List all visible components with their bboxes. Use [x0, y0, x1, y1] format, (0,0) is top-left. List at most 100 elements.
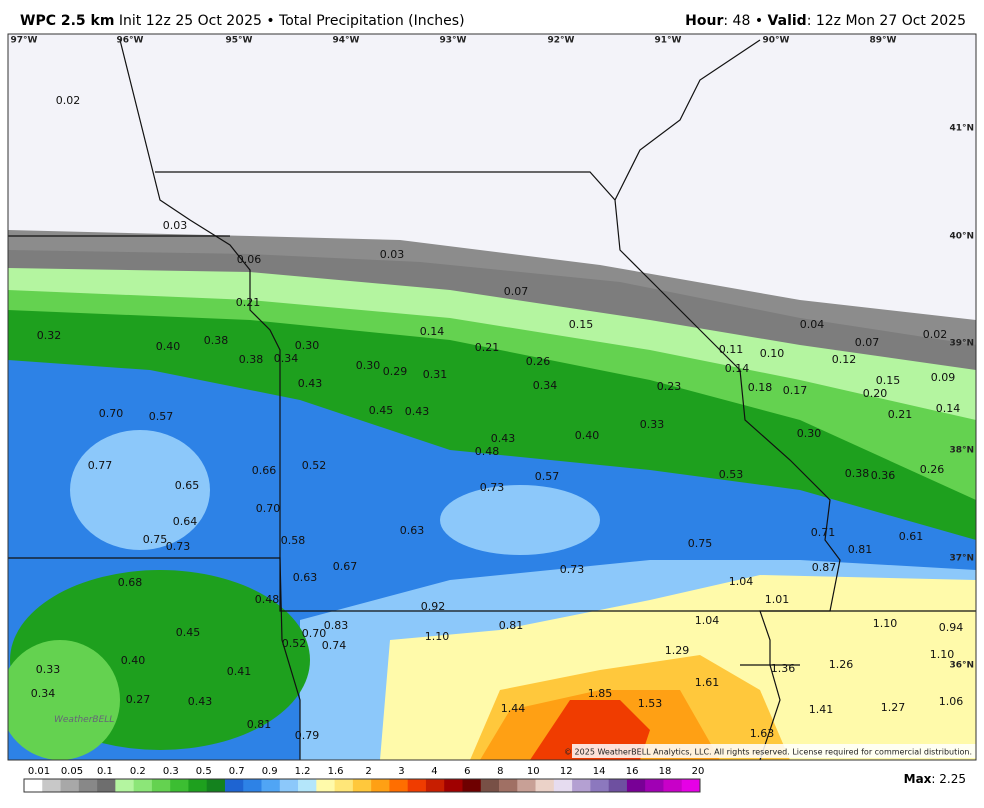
- colorbar-swatch: [407, 779, 427, 792]
- copyright: © 2025 WeatherBELL Analytics, LLC. All r…: [564, 748, 972, 757]
- colorbar-tick: 6: [464, 766, 470, 777]
- precip-value: 0.04: [800, 318, 825, 331]
- colorbar-swatch: [425, 779, 445, 792]
- precip-value: 0.10: [760, 347, 785, 360]
- precip-value: 0.87: [812, 561, 837, 574]
- hour-label: Hour: [685, 13, 724, 29]
- longitude-label: 96°W: [117, 36, 144, 46]
- precip-value: 0.02: [56, 94, 81, 107]
- precip-value: 0.14: [936, 402, 961, 415]
- colorbar-swatch: [645, 779, 664, 792]
- colorbar-tick: 16: [626, 766, 639, 777]
- colorbar-swatch: [42, 779, 61, 792]
- precip-value: 1.06: [939, 695, 964, 708]
- precip-value: 1.36: [771, 662, 796, 675]
- colorbar-swatch: [626, 779, 646, 792]
- precip-value: 0.26: [920, 463, 945, 476]
- precip-value: 1.53: [638, 697, 663, 710]
- precip-value: 0.73: [480, 481, 505, 494]
- max-label: Max: [903, 772, 932, 786]
- colorbar-swatch: [371, 779, 390, 792]
- precip-value: 0.17: [783, 384, 808, 397]
- precip-value: 0.71: [811, 526, 836, 539]
- precip-value: 0.81: [499, 619, 524, 632]
- precip-value: 0.73: [166, 540, 191, 553]
- precip-value: 0.43: [491, 432, 516, 445]
- precip-value: 0.68: [118, 576, 143, 589]
- precip-value: 0.32: [37, 329, 62, 342]
- precip-value: 0.34: [533, 379, 558, 392]
- colorbar-swatch: [133, 779, 153, 792]
- precip-value: 0.26: [526, 355, 551, 368]
- colorbar-swatch: [316, 779, 335, 792]
- latitude-label: 39°N: [949, 339, 974, 349]
- longitude-label: 97°W: [11, 36, 38, 46]
- colorbar-tick: 0.2: [130, 766, 146, 777]
- header-left: WPC 2.5 km Init 12z 25 Oct 2025 • Total …: [20, 13, 465, 29]
- precip-value: 0.34: [31, 687, 56, 700]
- colorbar-tick: 18: [659, 766, 672, 777]
- precip-value: 0.73: [560, 563, 585, 576]
- colorbar-swatch: [444, 779, 463, 792]
- precip-value: 0.63: [293, 571, 318, 584]
- watermark: WeatherBELL: [54, 715, 114, 725]
- precip-value: 0.09: [931, 371, 956, 384]
- longitude-label: 94°W: [333, 36, 360, 46]
- precip-value: 0.75: [688, 537, 713, 550]
- precip-value: 0.29: [383, 365, 408, 378]
- precip-value: 0.11: [719, 343, 744, 356]
- colorbar: 0.01 0.05 0.1 0.2 0.3 0.5 0.7 0.9 1.2 1.6 2 3 4 6 8 10 1…: [23, 766, 704, 793]
- colorbar-swatch: [681, 779, 701, 792]
- precip-value: 0.58: [281, 534, 306, 547]
- precip-value: 0.30: [295, 339, 320, 352]
- precip-value: 0.70: [302, 627, 327, 640]
- colorbar-swatch: [151, 779, 171, 792]
- colorbar-tick: 0.01: [28, 766, 50, 777]
- colorbar-tick: 3: [398, 766, 404, 777]
- precip-value: 0.66: [252, 464, 277, 477]
- precip-value: 0.20: [863, 387, 888, 400]
- precip-value: 0.52: [282, 637, 307, 650]
- precip-value: 0.92: [421, 600, 446, 613]
- precip-value: 1.10: [930, 648, 955, 661]
- longitude-label: 89°W: [870, 36, 897, 46]
- colorbar-swatch: [188, 779, 208, 792]
- colorbar-swatch: [352, 779, 372, 792]
- colorbar-swatch: [553, 779, 573, 792]
- precip-value: 0.38: [845, 467, 870, 480]
- colorbar-swatch: [243, 779, 262, 792]
- precip-value: 0.83: [324, 619, 349, 632]
- hour-value: : 48 •: [723, 13, 764, 29]
- colorbar-swatch: [663, 779, 683, 792]
- precip-value: 0.48: [255, 593, 280, 606]
- colorbar-swatch: [279, 779, 299, 792]
- precip-value: 0.15: [569, 318, 594, 331]
- precip-value: 0.81: [247, 718, 272, 731]
- precip-value: 1.44: [501, 702, 526, 715]
- precip-value: 1.04: [695, 614, 720, 627]
- precip-value: 0.70: [99, 407, 124, 420]
- latitude-label: 40°N: [949, 232, 974, 242]
- precip-value: 0.70: [256, 502, 281, 515]
- valid-value: : 12z Mon 27 Oct 2025: [806, 13, 966, 29]
- max: Max: 2.25: [904, 772, 966, 786]
- precip-value: 0.43: [298, 377, 323, 390]
- precip-field: [8, 34, 976, 760]
- valid-label: Valid: [767, 13, 807, 29]
- precip-value: 0.40: [156, 340, 181, 353]
- colorbar-tick: 2: [365, 766, 371, 777]
- colorbar-swatch: [78, 779, 98, 792]
- precip-value: 0.31: [423, 368, 448, 381]
- colorbar-swatch: [480, 779, 500, 792]
- precip-value: 0.63: [400, 524, 425, 537]
- latitude-label: 41°N: [949, 124, 974, 134]
- colorbar-swatch: [261, 779, 281, 792]
- colorbar-tick: 1.6: [328, 766, 344, 777]
- colorbar-swatch: [462, 779, 482, 792]
- precip-value: 0.15: [876, 374, 901, 387]
- colorbar-swatch: [206, 779, 226, 792]
- precip-value: 0.43: [405, 405, 430, 418]
- precip-value: 1.63: [750, 727, 775, 740]
- colorbar-swatch: [298, 779, 317, 792]
